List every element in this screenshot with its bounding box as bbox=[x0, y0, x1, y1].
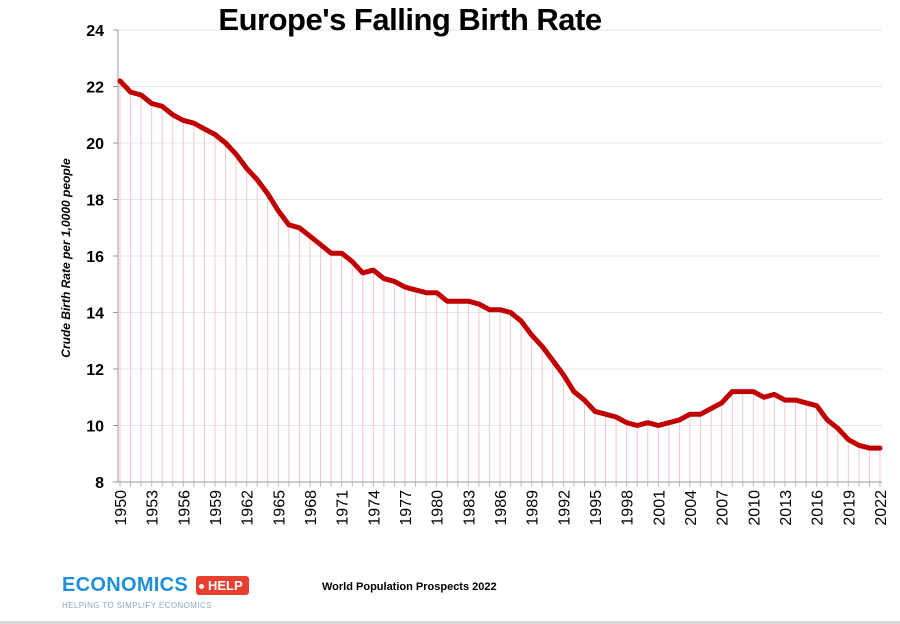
x-tick-label-1953: 1953 bbox=[145, 490, 162, 526]
y-tick-label-12: 12 bbox=[86, 362, 104, 379]
x-tick-label-1977: 1977 bbox=[398, 490, 415, 526]
x-tick-label-2007: 2007 bbox=[715, 490, 732, 526]
y-axis-ticks: 8 10 12 14 16 18 20 22 24 bbox=[86, 23, 118, 492]
y-axis-label: Crude Birth Rate per 1,0000 people bbox=[59, 158, 73, 358]
x-tick-label-1983: 1983 bbox=[461, 490, 478, 526]
y-tick-label-22: 22 bbox=[86, 80, 104, 97]
logo-main-text: ECONOMICS bbox=[62, 574, 189, 596]
source-note: World Population Prospects 2022 bbox=[322, 581, 497, 593]
x-tick-label-1998: 1998 bbox=[620, 490, 637, 526]
y-tick-label-14: 14 bbox=[86, 306, 104, 323]
series-group bbox=[117, 78, 883, 451]
y-tick-label-16: 16 bbox=[86, 249, 104, 266]
series-line-0 bbox=[117, 78, 883, 451]
y-tick-label-18: 18 bbox=[86, 193, 104, 210]
economics-help-logo: ECONOMICS HELP HELPING TO SIMPLIFY ECONO… bbox=[62, 574, 252, 618]
logo-subtitle: HELPING TO SIMPLIFY ECONOMICS bbox=[62, 601, 212, 610]
x-tick-label-1995: 1995 bbox=[588, 490, 605, 526]
x-tick-label-1974: 1974 bbox=[366, 490, 383, 526]
x-tick-label-2004: 2004 bbox=[683, 490, 700, 526]
x-tick-label-2016: 2016 bbox=[810, 490, 827, 526]
y-tick-label-8: 8 bbox=[95, 475, 104, 492]
x-axis-ticks: 1950 1953 1956 1959 1962 1965 1968 1971 1974 1977… bbox=[113, 482, 890, 526]
x-tick-label-1986: 1986 bbox=[493, 490, 510, 526]
bottom-divider bbox=[0, 621, 900, 624]
x-tick-label-1965: 1965 bbox=[271, 490, 288, 526]
logo-tag: HELP bbox=[196, 576, 249, 595]
drop-lines bbox=[119, 80, 881, 482]
x-tick-label-1950: 1950 bbox=[113, 490, 130, 526]
y-tick-label-24: 24 bbox=[86, 23, 104, 40]
x-tick-label-1968: 1968 bbox=[303, 490, 320, 526]
x-tick-label-1989: 1989 bbox=[525, 490, 542, 526]
logo-dot-icon bbox=[199, 584, 204, 589]
x-tick-label-1971: 1971 bbox=[335, 490, 352, 526]
x-tick-label-1992: 1992 bbox=[556, 490, 573, 526]
x-tick-label-2001: 2001 bbox=[651, 490, 668, 526]
logo-tag-text: HELP bbox=[208, 578, 243, 593]
x-tick-label-1980: 1980 bbox=[430, 490, 447, 526]
x-tick-label-2022: 2022 bbox=[873, 490, 890, 526]
x-tick-label-2019: 2019 bbox=[841, 490, 858, 526]
x-tick-label-1962: 1962 bbox=[240, 490, 257, 526]
x-tick-label-2010: 2010 bbox=[746, 490, 763, 526]
x-tick-label-1959: 1959 bbox=[208, 490, 225, 526]
chart-title: Europe's Falling Birth Rate bbox=[218, 2, 602, 37]
y-tick-label-20: 20 bbox=[86, 136, 104, 153]
x-tick-label-2013: 2013 bbox=[778, 490, 795, 526]
x-tick-label-1956: 1956 bbox=[176, 490, 193, 526]
y-tick-label-10: 10 bbox=[86, 419, 104, 436]
